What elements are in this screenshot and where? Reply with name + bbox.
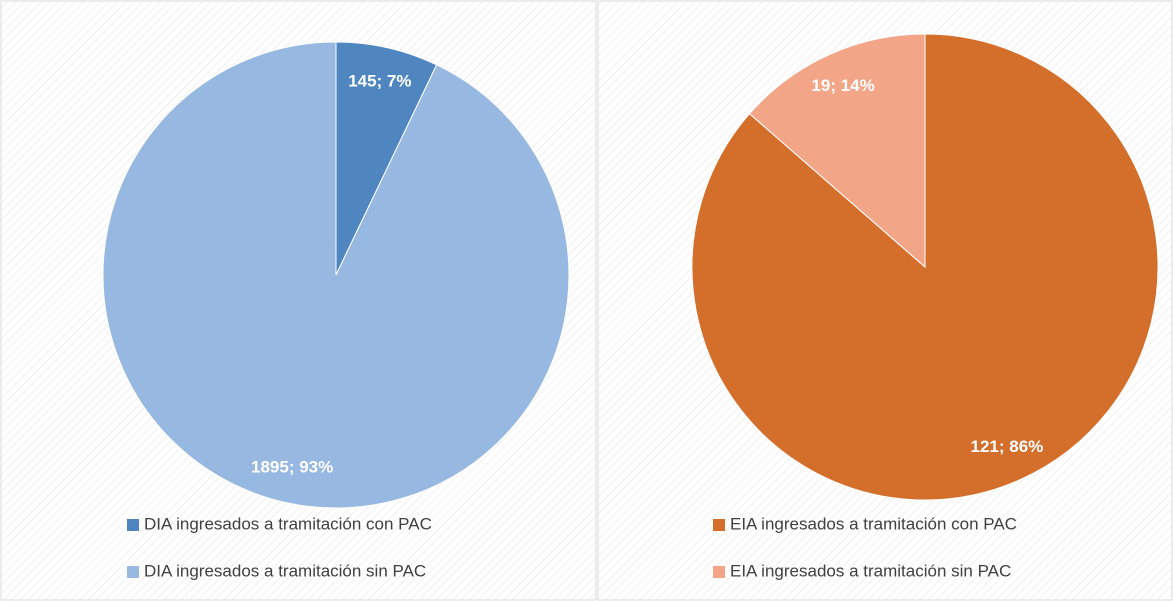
data-label: 121; 86% [971,437,1044,456]
data-label: 145; 7% [348,71,411,90]
legend-label: DIA ingresados a tramitación con PAC [144,514,432,533]
pie-slice [102,41,570,509]
legend-swatch [713,566,725,578]
legend-swatch [713,519,725,531]
data-label: 1895; 93% [251,458,333,477]
legend-label: EIA ingresados a tramitación con PAC [730,514,1017,533]
legend-label: DIA ingresados a tramitación sin PAC [144,561,426,580]
pie-slice [335,41,438,276]
legend-swatch [127,519,139,531]
pie-slice [748,33,926,269]
legend-swatch [127,566,139,578]
data-label: 19; 14% [811,76,874,95]
legend-label: EIA ingresados a tramitación sin PAC [730,561,1011,580]
